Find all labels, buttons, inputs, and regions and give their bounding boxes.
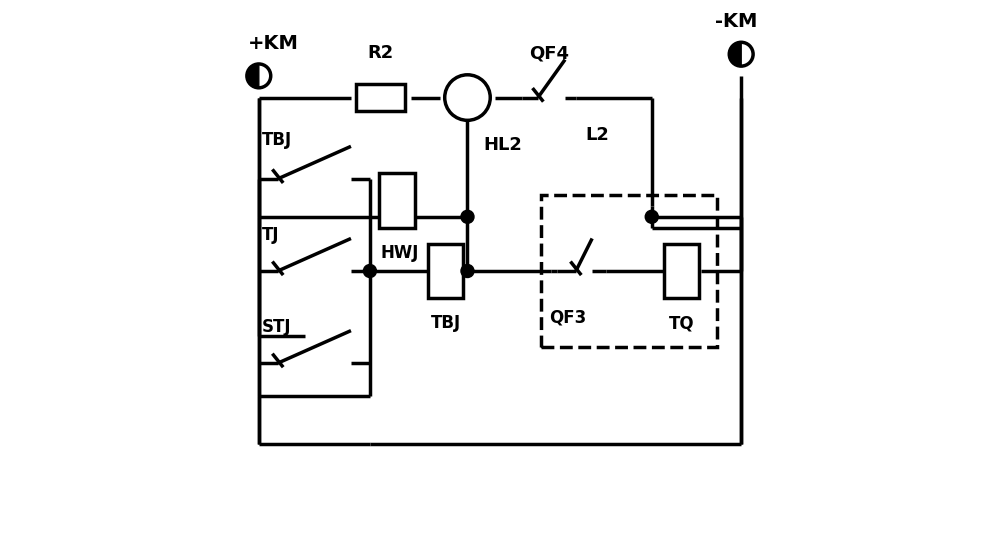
Bar — [428, 244, 463, 298]
Circle shape — [247, 64, 271, 88]
Circle shape — [445, 75, 490, 120]
Polygon shape — [247, 64, 259, 88]
Bar — [356, 84, 405, 111]
Circle shape — [461, 210, 474, 223]
Circle shape — [363, 264, 376, 278]
Text: TJ: TJ — [262, 226, 279, 244]
Text: QF3: QF3 — [549, 309, 586, 327]
Text: STJ: STJ — [262, 318, 291, 336]
Text: -KM: -KM — [715, 12, 757, 31]
Text: TBJ: TBJ — [262, 131, 292, 149]
Bar — [379, 173, 415, 228]
Text: +KM: +KM — [248, 34, 299, 53]
Text: QF4: QF4 — [529, 44, 569, 62]
Circle shape — [461, 264, 474, 278]
Text: TQ: TQ — [669, 314, 694, 332]
Circle shape — [645, 210, 658, 223]
Text: L2: L2 — [586, 126, 609, 145]
Bar — [664, 244, 699, 298]
Text: HWJ: HWJ — [381, 244, 419, 262]
Text: TBJ: TBJ — [431, 314, 461, 332]
Text: R2: R2 — [368, 44, 394, 62]
Polygon shape — [729, 42, 741, 66]
Bar — [541, 195, 717, 347]
Text: HL2: HL2 — [483, 136, 522, 153]
Circle shape — [729, 42, 753, 66]
